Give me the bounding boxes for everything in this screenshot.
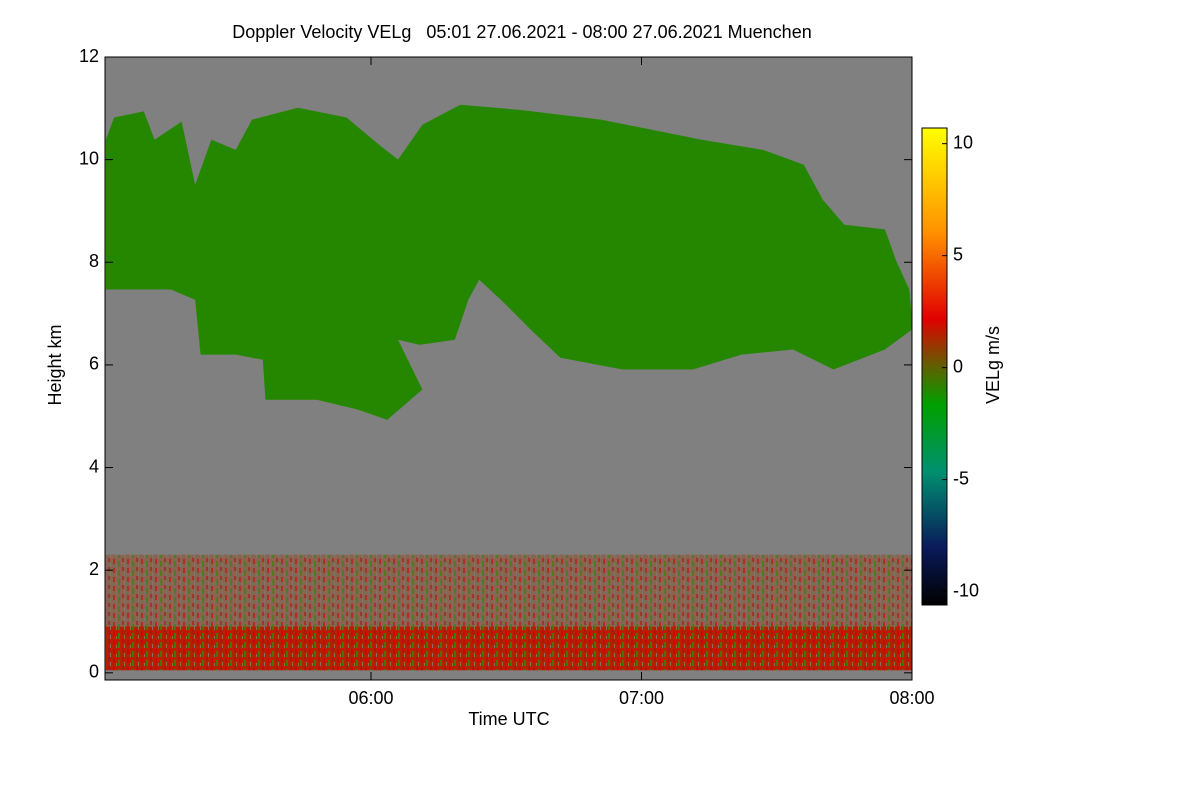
colorbar-tick-label: -5 xyxy=(953,468,969,488)
y-tick-label: 2 xyxy=(89,559,99,579)
y-tick-label: 6 xyxy=(89,354,99,374)
y-tick-label: 8 xyxy=(89,251,99,271)
colorbar-label: VELg m/s xyxy=(983,326,1003,404)
y-tick-label: 4 xyxy=(89,456,99,476)
x-tick-label: 08:00 xyxy=(889,688,934,708)
velocity-region xyxy=(105,104,912,420)
colorbar-tick-label: -10 xyxy=(953,580,979,600)
colorbar-tick-label: 5 xyxy=(953,244,963,264)
velocity-speckle xyxy=(105,554,912,627)
y-tick-label: 0 xyxy=(89,662,99,682)
x-tick-label: 07:00 xyxy=(619,688,664,708)
y-axis-label: Height km xyxy=(45,324,65,405)
colorbar-tick-label: 10 xyxy=(953,132,973,152)
velocity-speckle xyxy=(105,626,912,671)
chart-title: Doppler Velocity VELg 05:01 27.06.2021 -… xyxy=(232,22,811,42)
x-tick-label: 06:00 xyxy=(348,688,393,708)
plot-frame xyxy=(104,56,913,681)
colorbar-tick-label: 0 xyxy=(953,356,963,376)
colorbar xyxy=(921,127,948,606)
x-axis-label: Time UTC xyxy=(468,709,549,729)
y-tick-label: 10 xyxy=(79,148,99,168)
y-tick-label: 12 xyxy=(79,46,99,66)
